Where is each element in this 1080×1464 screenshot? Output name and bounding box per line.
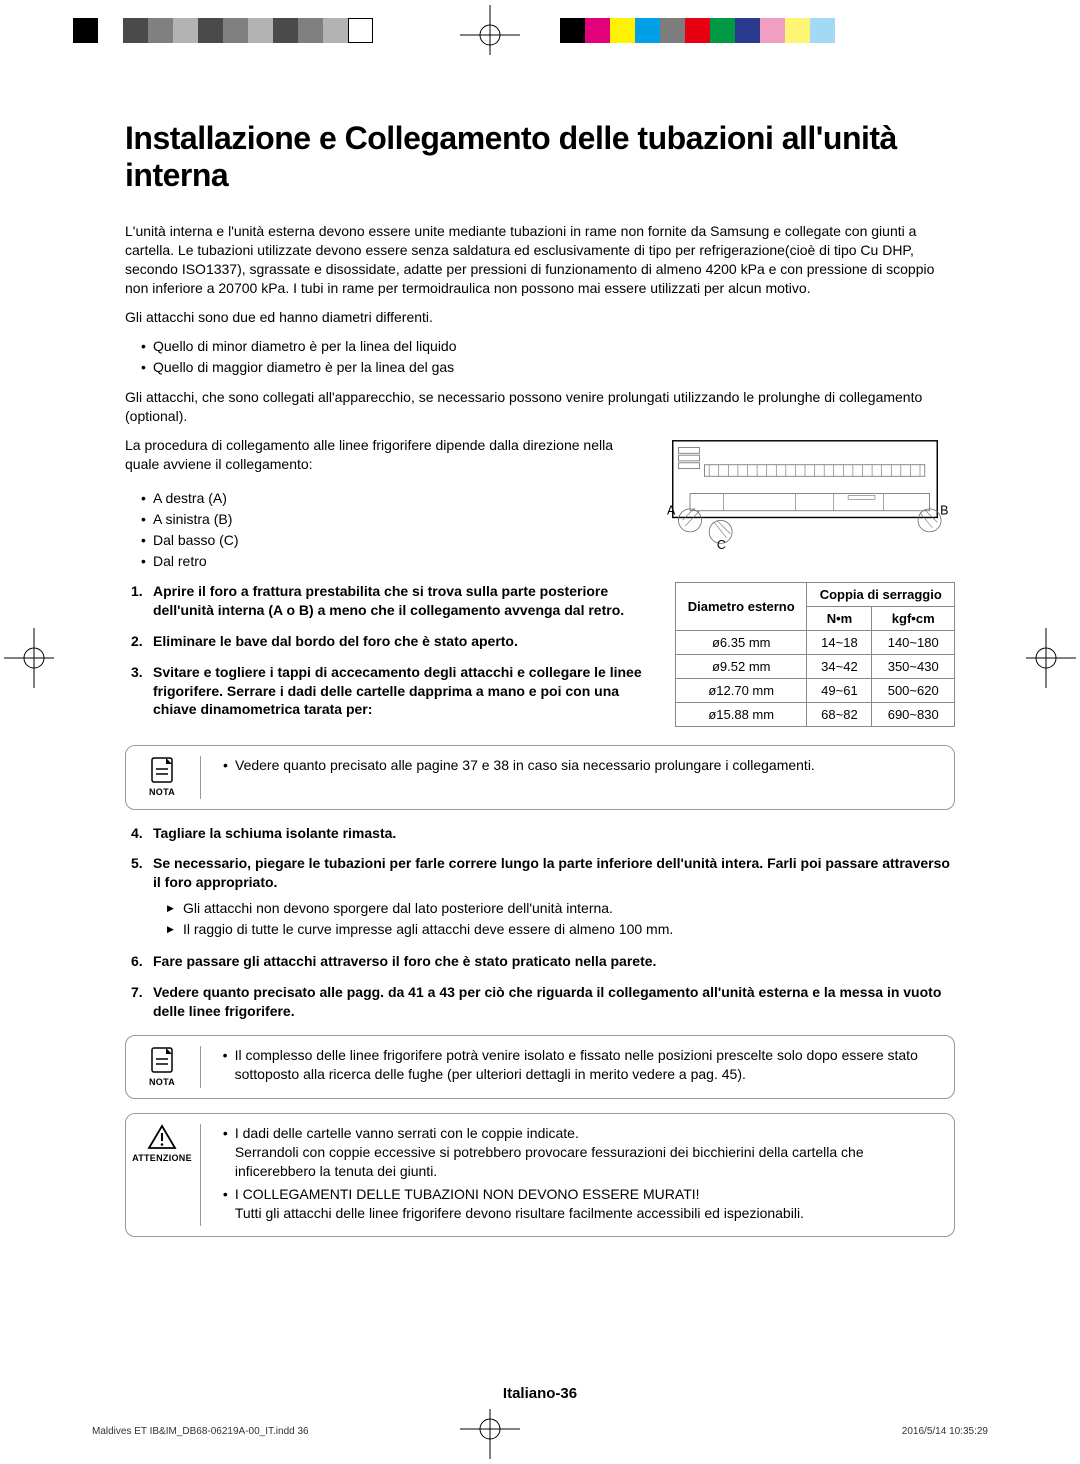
unit-diagram: A B C	[655, 436, 955, 551]
step-item: Svitare e togliere i tappi di accecament…	[153, 663, 645, 720]
table-cell: 68~82	[807, 703, 872, 727]
color-swatch	[785, 18, 810, 43]
attention-label: ATTENZIONE	[132, 1152, 192, 1164]
note-label: NOTA	[149, 1076, 175, 1088]
sub-item: Il raggio di tutte le curve impresse agl…	[167, 919, 955, 940]
list-item: Quello di minor diametro è per la linea …	[153, 336, 955, 357]
color-swatch	[810, 18, 835, 43]
color-swatch	[610, 18, 635, 43]
table-cell: 140~180	[872, 631, 955, 655]
registration-mark-bottom	[460, 1409, 520, 1459]
table-cell: ø15.88 mm	[676, 703, 807, 727]
intro-paragraph: L'unità interna e l'unità esterna devono…	[125, 222, 955, 298]
step-item: Eliminare le bave dal bordo del foro che…	[153, 632, 645, 651]
svg-text:B: B	[940, 504, 948, 518]
color-swatch	[735, 18, 760, 43]
list-item: A destra (A)	[153, 488, 625, 509]
footer-file-info: Maldives ET IB&IM_DB68-06219A-00_IT.indd…	[92, 1426, 309, 1437]
note-box-1: NOTA Vedere quanto precisato alle pagine…	[125, 745, 955, 809]
note-label: NOTA	[149, 786, 175, 798]
list-item: Dal retro	[153, 551, 625, 572]
torque-table: Diametro esterno Coppia di serraggio N•m…	[675, 582, 955, 727]
note1-text: Vedere quanto precisato alle pagine 37 e…	[223, 756, 815, 775]
attention-item: I COLLEGAMENTI DELLE TUBAZIONI NON DEVON…	[223, 1185, 942, 1223]
registration-mark-right	[1026, 628, 1076, 688]
note2-text: Il complesso delle linee frigorifere pot…	[223, 1046, 942, 1084]
color-swatch	[248, 18, 273, 43]
registration-mark-top	[460, 5, 520, 55]
direction-bullet-list: A destra (A)A sinistra (B)Dal basso (C)D…	[125, 488, 625, 572]
color-swatch	[73, 18, 98, 43]
procedure-intro: La procedura di collegamento alle linee …	[125, 436, 625, 474]
list-item: A sinistra (B)	[153, 509, 625, 530]
table-cell: 350~430	[872, 655, 955, 679]
page-number: Italiano-36	[0, 1385, 1080, 1402]
attention-item: I dadi delle cartelle vanno serrati con …	[223, 1124, 942, 1181]
color-swatch	[660, 18, 685, 43]
steps-list-top: Aprire il foro a frattura prestabilita c…	[125, 582, 645, 719]
footer-timestamp: 2016/5/14 10:35:29	[902, 1426, 988, 1437]
color-swatch	[198, 18, 223, 43]
color-swatch	[685, 18, 710, 43]
th-torque: Coppia di serraggio	[807, 583, 955, 607]
color-swatch	[123, 18, 148, 43]
steps-list-bottom: Tagliare la schiuma isolante rimasta. Se…	[125, 824, 955, 1021]
color-swatch	[760, 18, 785, 43]
color-swatch	[348, 18, 373, 43]
table-cell: 14~18	[807, 631, 872, 655]
svg-text:A: A	[667, 504, 676, 518]
color-swatch	[298, 18, 323, 43]
extension-note: Gli attacchi, che sono collegati all'app…	[125, 388, 955, 426]
page-title: Installazione e Collegamento delle tubaz…	[125, 120, 955, 194]
color-swatch	[585, 18, 610, 43]
list-item: Dal basso (C)	[153, 530, 625, 551]
attachments-bullet-list: Quello di minor diametro è per la linea …	[125, 336, 955, 378]
color-swatch	[273, 18, 298, 43]
note-icon	[149, 1046, 175, 1074]
attachments-intro: Gli attacchi sono due ed hanno diametri …	[125, 308, 955, 327]
table-row: ø15.88 mm68~82690~830	[676, 703, 955, 727]
table-cell: 49~61	[807, 679, 872, 703]
color-swatch	[173, 18, 198, 43]
table-cell: ø6.35 mm	[676, 631, 807, 655]
color-swatch	[323, 18, 348, 43]
color-swatch	[635, 18, 660, 43]
svg-text:C: C	[717, 538, 726, 551]
th-diameter: Diametro esterno	[676, 583, 807, 631]
table-row: ø6.35 mm14~18140~180	[676, 631, 955, 655]
table-cell: 690~830	[872, 703, 955, 727]
color-swatch	[835, 18, 860, 43]
step-4: Tagliare la schiuma isolante rimasta.	[153, 824, 955, 843]
sub-item: Gli attacchi non devono sporgere dal lat…	[167, 898, 955, 919]
list-item: Quello di maggior diametro è per la line…	[153, 357, 955, 378]
table-cell: ø12.70 mm	[676, 679, 807, 703]
color-swatch	[148, 18, 173, 43]
color-swatch	[98, 18, 123, 43]
registration-color-strip-left	[73, 18, 373, 43]
color-swatch	[560, 18, 585, 43]
color-swatch	[710, 18, 735, 43]
note-box-2: NOTA Il complesso delle linee frigorifer…	[125, 1035, 955, 1099]
th-nm: N•m	[807, 607, 872, 631]
registration-color-strip-right	[560, 18, 860, 43]
table-row: ø9.52 mm34~42350~430	[676, 655, 955, 679]
step-5: Se necessario, piegare le tubazioni per …	[153, 854, 955, 940]
color-swatch	[223, 18, 248, 43]
note-icon	[149, 756, 175, 784]
warning-icon	[147, 1124, 177, 1150]
table-row: ø12.70 mm49~61500~620	[676, 679, 955, 703]
step-item: Aprire il foro a frattura prestabilita c…	[153, 582, 645, 620]
step-6: Fare passare gli attacchi attraverso il …	[153, 952, 955, 971]
registration-mark-left	[4, 628, 54, 688]
th-kgf: kgf•cm	[872, 607, 955, 631]
table-cell: 34~42	[807, 655, 872, 679]
table-cell: 500~620	[872, 679, 955, 703]
step-7: Vedere quanto precisato alle pagg. da 41…	[153, 983, 955, 1021]
attention-box: ATTENZIONE I dadi delle cartelle vanno s…	[125, 1113, 955, 1237]
table-cell: ø9.52 mm	[676, 655, 807, 679]
